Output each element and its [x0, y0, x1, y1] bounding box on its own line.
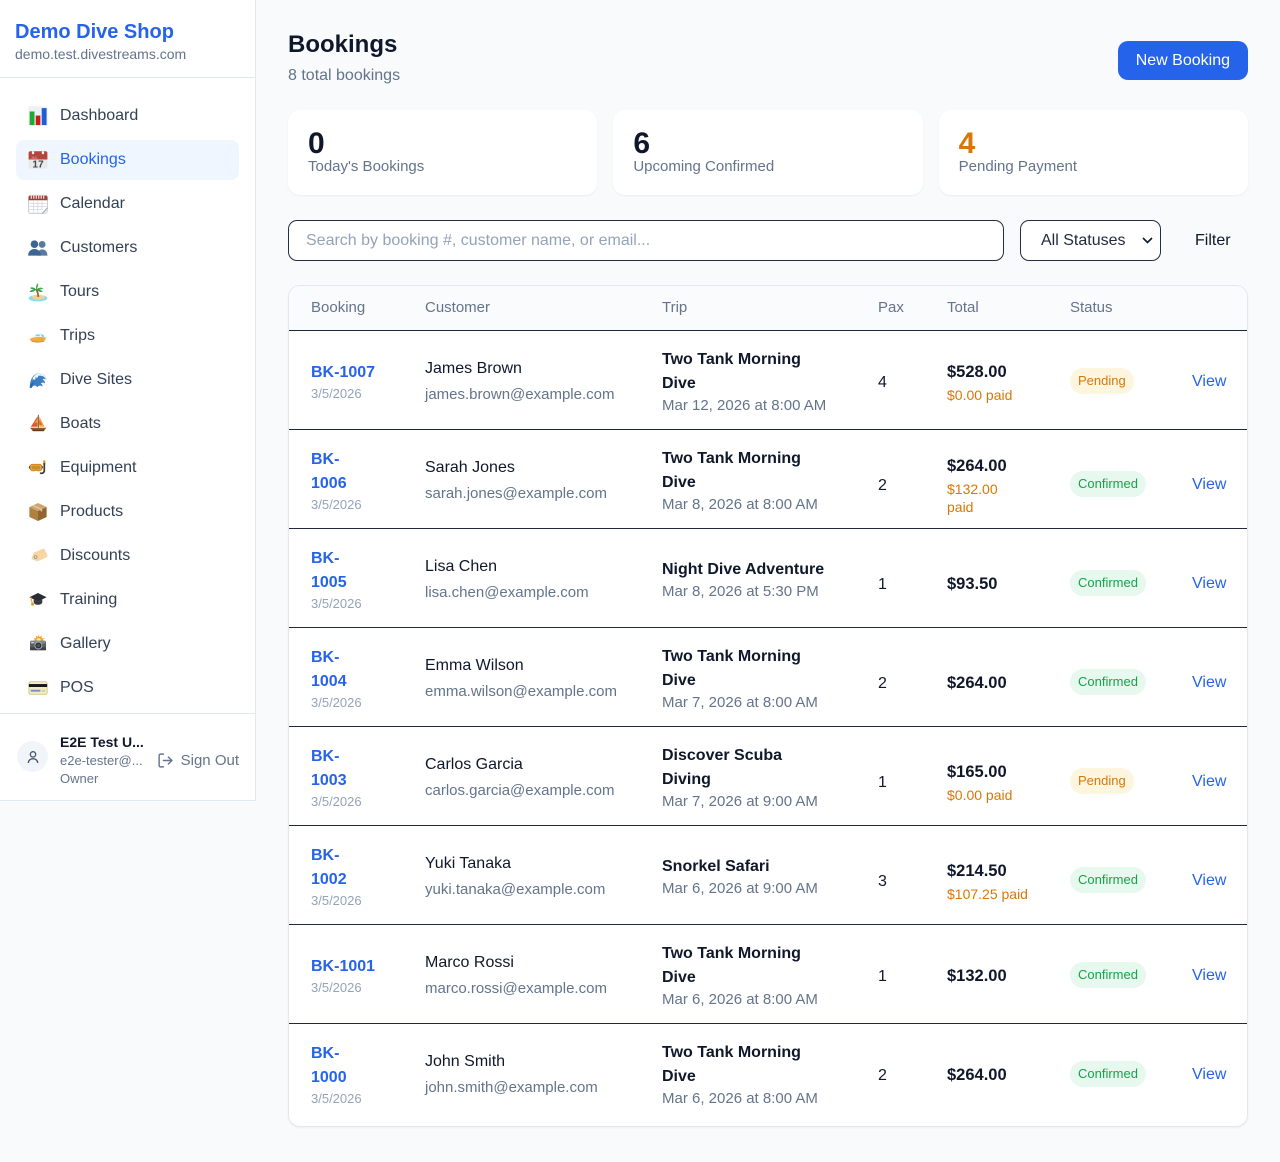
- svg-text:17: 17: [32, 160, 44, 171]
- svg-text:JUL: JUL: [31, 156, 39, 160]
